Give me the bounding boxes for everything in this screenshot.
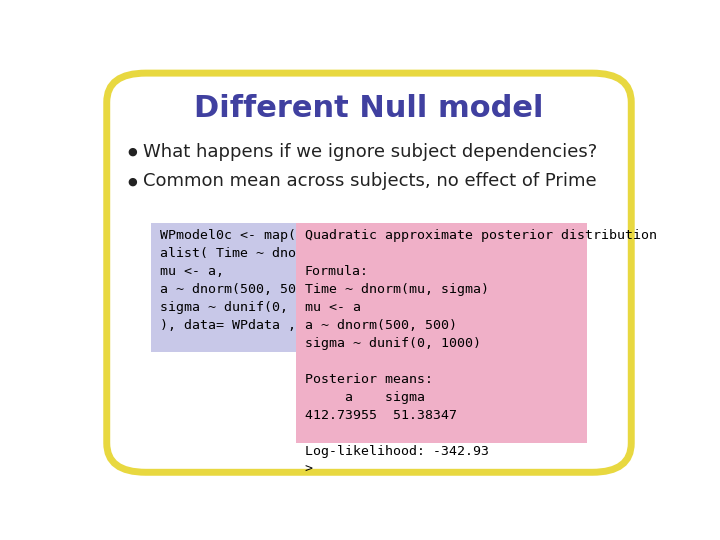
Text: WPmodel0c <- map(
alist( Time ~ dnorm(mu, sign
mu <- a,
a ~ dnorm(500, 500),
sig: WPmodel0c <- map( alist( Time ~ dnorm(mu…	[160, 229, 392, 332]
Text: ●: ●	[127, 176, 137, 186]
Text: Common mean across subjects, no effect of Prime: Common mean across subjects, no effect o…	[143, 172, 597, 190]
Text: Quadratic approximate posterior distribution

Formula:
Time ~ dnorm(mu, sigma)
m: Quadratic approximate posterior distribu…	[305, 229, 657, 476]
Text: What happens if we ignore subject dependencies?: What happens if we ignore subject depend…	[143, 143, 598, 161]
Text: Different Null model: Different Null model	[194, 94, 544, 123]
FancyBboxPatch shape	[151, 223, 347, 352]
FancyBboxPatch shape	[297, 223, 587, 443]
FancyBboxPatch shape	[107, 73, 631, 472]
Text: ●: ●	[127, 147, 137, 157]
